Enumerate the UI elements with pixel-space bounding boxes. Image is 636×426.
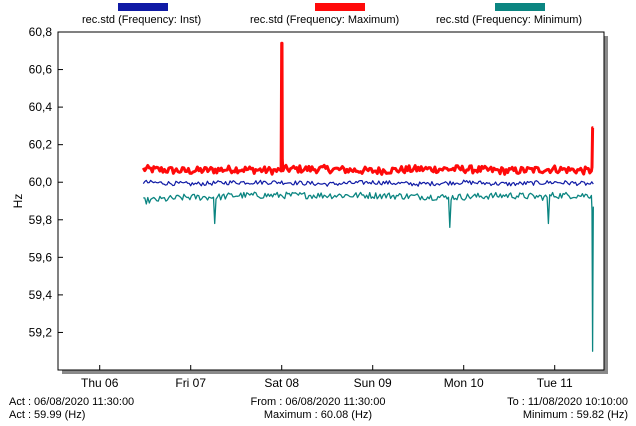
series-line-2 [142,179,594,187]
legend-swatch-inst [118,3,168,11]
y-tick-label: 60,6 [29,63,53,77]
footer-minimum: Minimum : 59.82 (Hz) [522,409,628,421]
series-line-3 [143,191,594,352]
x-tick-label: Fri 07 [175,376,206,390]
footer-to-date: To : 11/08/2020 10:10:00 [507,396,628,408]
y-tick-label: 60,0 [29,175,53,189]
y-tick-label: 60,2 [29,138,53,152]
y-tick-label: 59,4 [29,288,53,302]
legend-label-inst: rec.std (Frequency: Inst) [82,14,202,26]
legend-label-minimum: rec.std (Frequency: Minimum) [436,14,583,26]
y-tick-label: 59,8 [29,213,53,227]
legend-swatch-maximum [315,3,365,11]
y-axis-label: Hz [11,194,25,209]
x-tick-label: Tue 11 [537,376,573,390]
footer-act-date: Act : 06/08/2020 11:30:00 [9,396,135,408]
legend-label-maximum: rec.std (Frequency: Maximum) [250,14,400,26]
x-tick-label: Sat 08 [264,376,299,390]
x-tick-label: Thu 06 [81,376,119,390]
footer-maximum: Maximum : 60.08 (Hz) [263,409,373,421]
y-tick-label: 60,4 [29,100,53,114]
footer-from-date: From : 06/08/2020 11:30:00 [250,396,386,408]
y-tick-label: 59,2 [29,325,53,339]
plot-area [57,31,605,371]
y-tick-label: 60,8 [29,25,53,39]
y-tick-label: 59,6 [29,250,53,264]
footer-act-value: Act : 59.99 (Hz) [9,409,86,421]
series-line-1 [141,41,595,176]
legend-swatch-minimum [495,3,545,11]
x-tick-label: Mon 10 [444,376,484,390]
x-tick-label: Sun 09 [354,376,392,390]
